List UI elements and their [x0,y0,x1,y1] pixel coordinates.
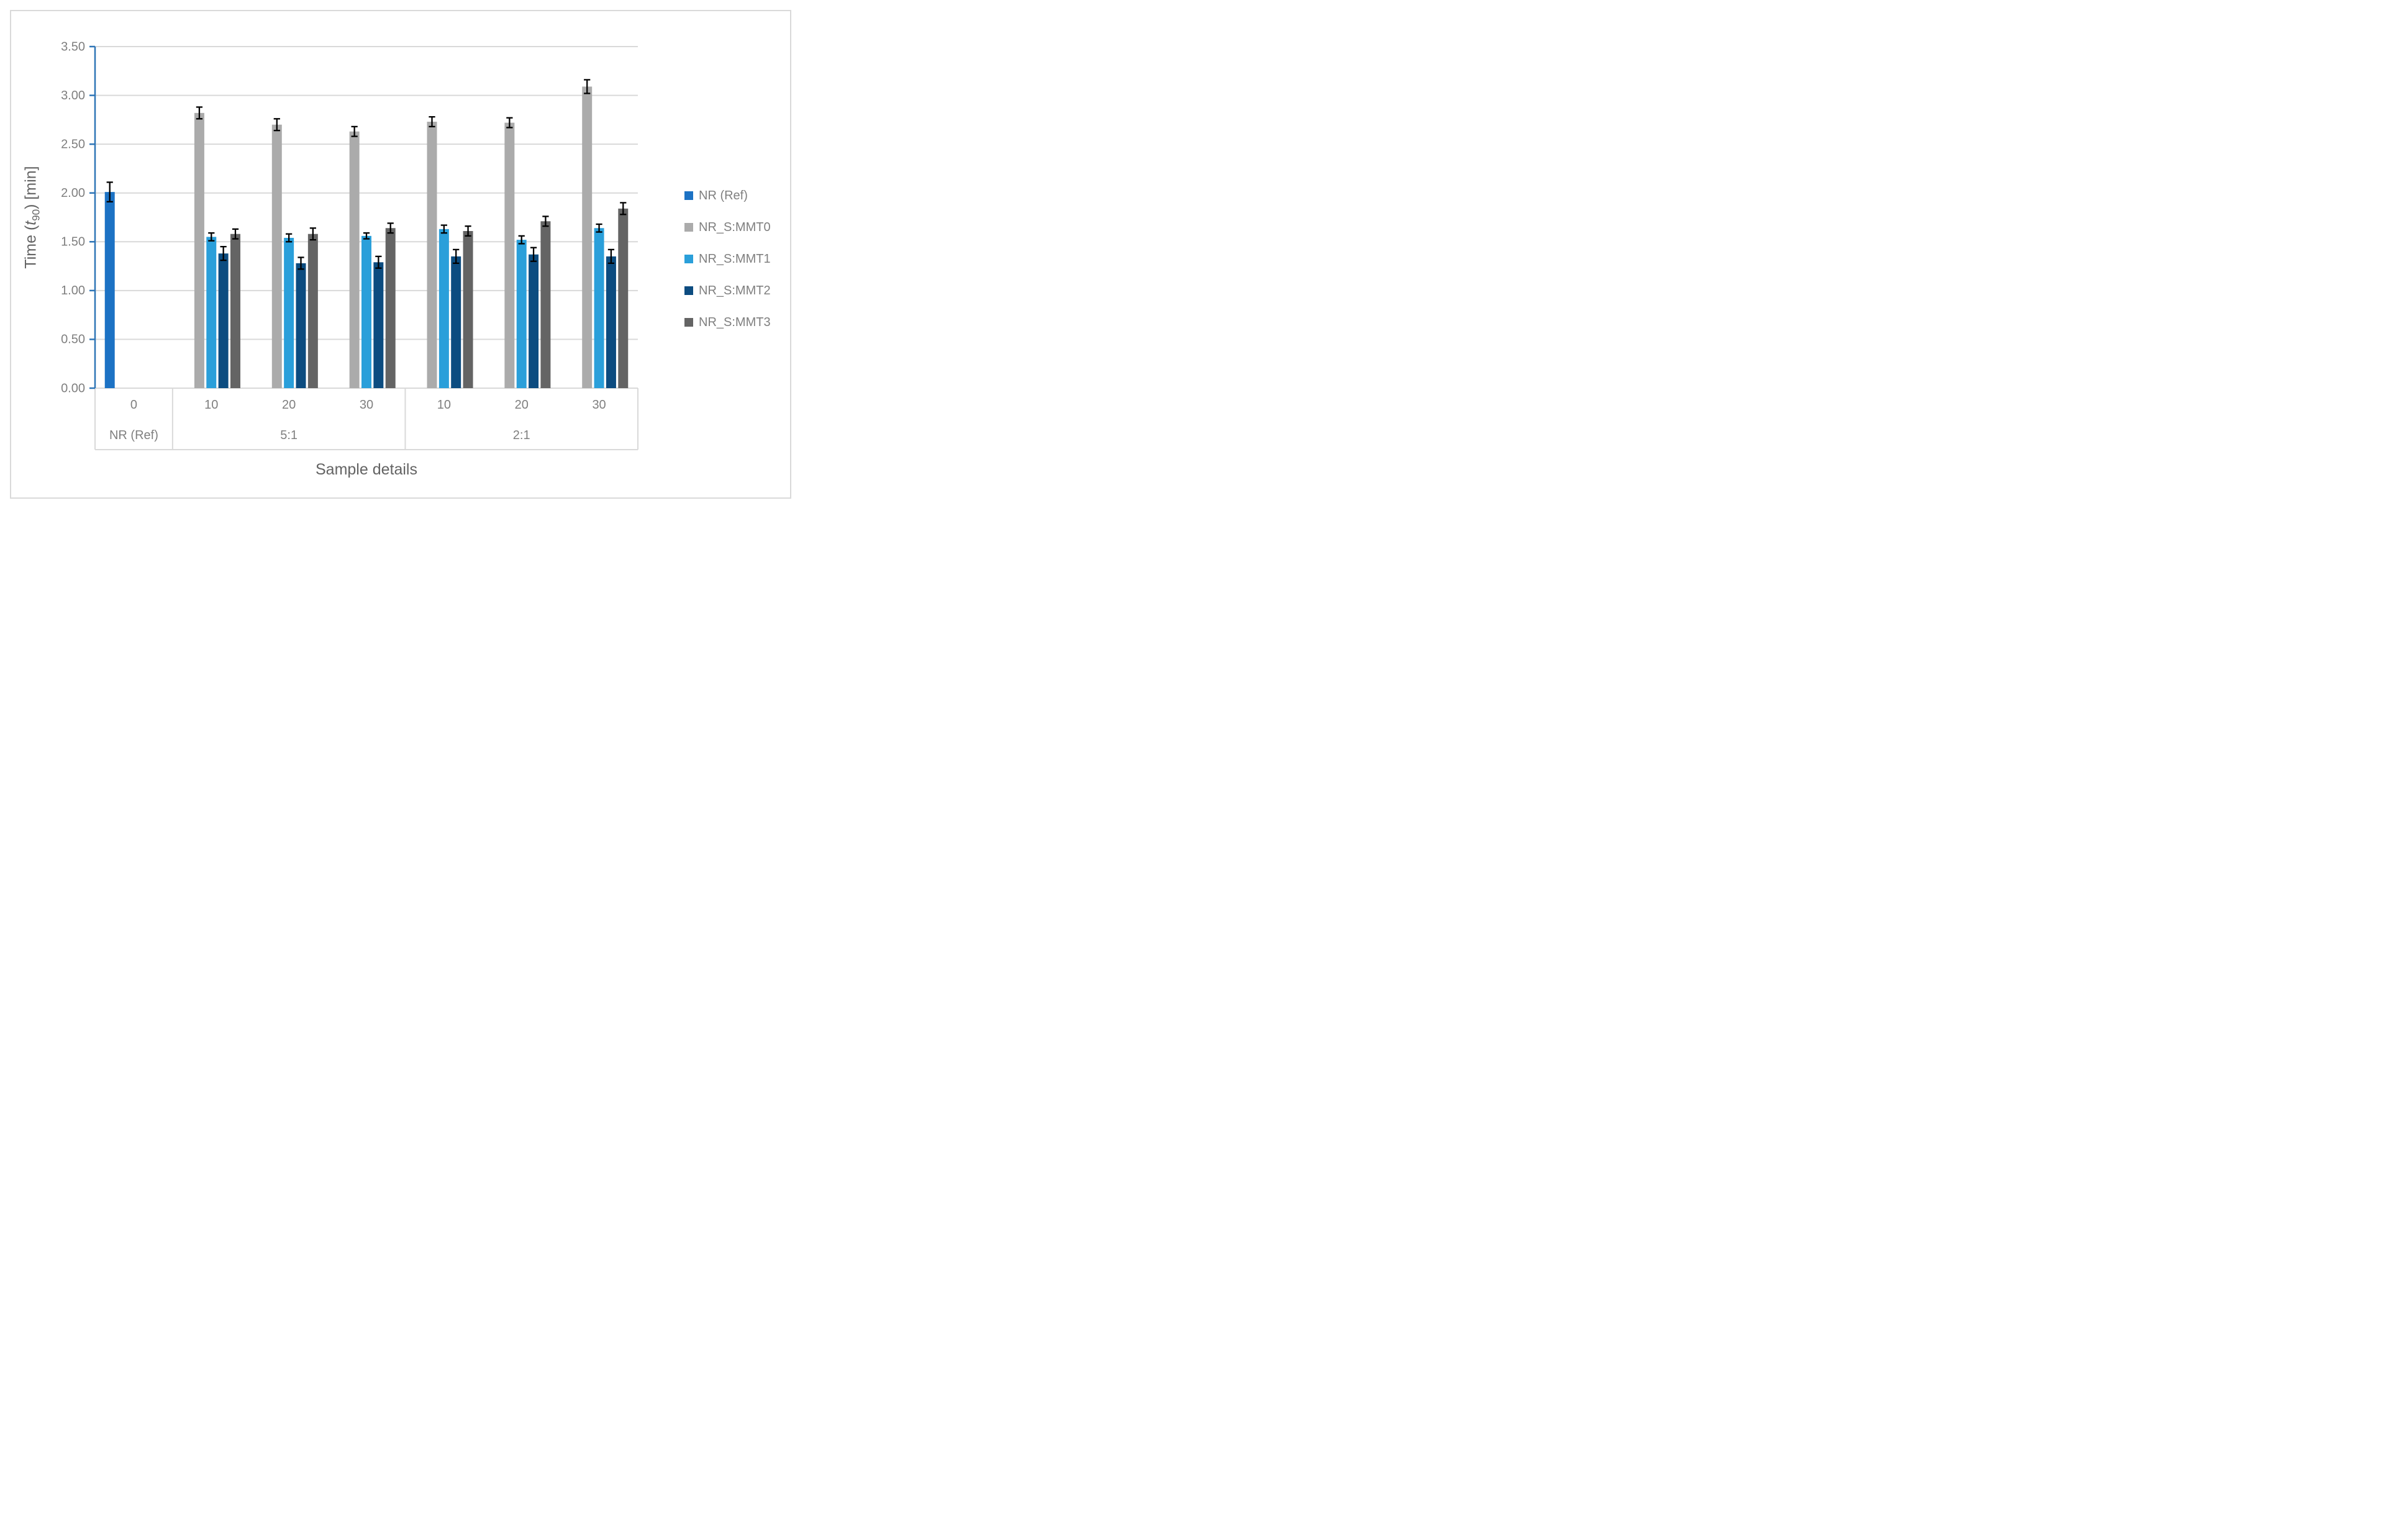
bar-nr-s-mmt1-cat6 [594,228,604,388]
bar-nr-s-mmt0-cat5 [504,122,515,389]
y-tick-label-1.50: 1.50 [61,235,85,249]
bar-nr-s-mmt1-cat5 [516,240,527,388]
y-axis-title-pre: Time ( [22,225,40,269]
x-tick-label: 30 [592,398,606,412]
y-axis-title-sub: 90 [30,209,42,221]
bar-nr-s-mmt3-cat5 [540,221,551,388]
y-tick-label-2.00: 2.00 [61,186,85,200]
y-axis-title: Time (t90) [min] [22,166,43,268]
bar-nr-s-mmt3-cat4 [463,231,473,388]
y-tick-label-2.50: 2.50 [61,137,85,151]
y-axis-title-t: t [22,220,40,225]
legend-swatch-icon [684,223,693,232]
x-tick-label: 20 [282,398,296,412]
bar-nr-s-mmt1-cat3 [361,235,371,388]
x-axis-title: Sample details [316,461,417,478]
x-tick-label: 30 [360,398,373,412]
bar-nr-s-mmt2-cat1 [218,253,229,388]
legend-swatch-icon [684,191,693,200]
legend-label: NR_S:MMT0 [699,220,771,234]
plot-area: 0.00 0.50 1.00 1.50 2.00 2.50 3.00 3.50 0 10 20 30 1… [61,40,638,450]
legend-item-nr-s-mmt1: NR_S:MMT1 [684,252,771,266]
x-group-label-5-1: 5:1 [280,429,298,442]
figure-border [10,10,791,499]
x-tick-label: 10 [204,398,218,412]
bar-nr-s-mmt1-cat1 [206,237,217,388]
bar-nr-s-mmt3-cat3 [385,228,396,388]
x-group-label-nr-ref: NR (Ref) [109,429,158,442]
legend-swatch-icon [684,286,693,295]
bar-nr-s-mmt2-cat6 [606,256,616,388]
bar-nr-s-mmt0-cat2 [271,124,282,388]
x-group-label-2-1: 2:1 [513,429,530,442]
legend-label: NR (Ref) [699,188,748,202]
x-tick-label: 0 [130,398,137,412]
bar-nr-s-mmt3-cat1 [230,234,240,388]
bar-nr-s-mmt1-cat2 [284,238,294,388]
legend-label: NR_S:MMT3 [699,315,771,329]
legend-swatch-icon [684,255,693,263]
legend: NR (Ref) NR_S:MMT0 NR_S:MMT1 NR_S:MMT2 NR_S:… [684,188,771,330]
legend-item-nr-s-mmt2: NR_S:MMT2 [684,283,771,298]
bar-nr-s-mmt0-cat4 [427,122,437,388]
bar-nr-s-mmt1-cat4 [438,229,449,388]
bar-nr-s-mmt3-cat6 [618,208,629,388]
y-tick-label-3.50: 3.50 [61,40,85,53]
bar-nr-s-mmt0-cat1 [194,112,204,388]
bar-nr-s-mmt2-cat4 [451,256,461,388]
bar-nr-s-mmt0-cat6 [582,86,593,388]
legend-swatch-icon [684,318,693,327]
legend-label: NR_S:MMT1 [699,252,771,266]
y-axis-title-post: ) [min] [22,166,40,209]
legend-item-nr-s-mmt0: NR_S:MMT0 [684,220,771,235]
y-tick-label-0.50: 0.50 [61,333,85,347]
bar-nr-s-mmt2-cat5 [529,254,539,388]
y-tick-label-1.00: 1.00 [61,284,85,297]
bar-nr-ref-cat0 [104,192,115,388]
y-tick-label-3.00: 3.00 [61,89,85,102]
bar-nr-s-mmt3-cat2 [307,234,318,388]
x-tick-label: 20 [515,398,529,412]
bar-nr-s-mmt2-cat2 [296,263,306,388]
y-tick-label-0.00: 0.00 [61,381,85,395]
chart-figure: 0.00 0.50 1.00 1.50 2.00 2.50 3.00 3.50 0 10 20 30 1… [0,0,802,510]
bar-nr-s-mmt2-cat3 [373,262,384,388]
bar-nr-s-mmt0-cat3 [349,131,360,388]
legend-label: NR_S:MMT2 [699,283,771,297]
legend-item-nr-ref: NR (Ref) [684,188,771,203]
x-tick-label: 10 [437,398,451,412]
legend-item-nr-s-mmt3: NR_S:MMT3 [684,315,771,330]
